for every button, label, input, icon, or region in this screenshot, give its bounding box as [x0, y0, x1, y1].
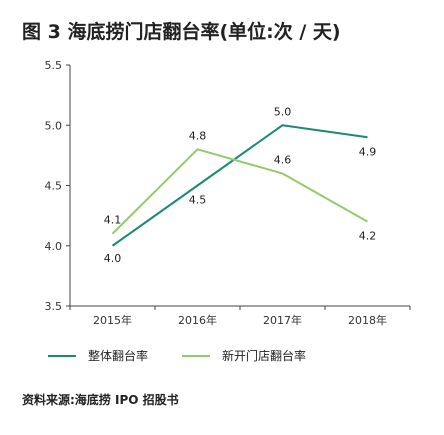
data-label-new-stores: 4.2 [359, 230, 377, 243]
y-tick-label: 3.5 [45, 300, 63, 313]
x-tick-label: 2015年 [93, 313, 132, 327]
data-label-overall: 4.9 [359, 145, 377, 158]
data-label-overall: 5.0 [274, 105, 292, 118]
legend-item-new-stores: 新开门店翻台率 [182, 347, 306, 364]
chart-title: 图 3 海底捞门店翻台率(单位:次 / 天) [22, 21, 341, 43]
legend-label-new-stores: 新开门店翻台率 [222, 349, 307, 363]
line-chart: 5.5 5.0 4.5 4.0 3.5 2015年 2016年 2017年 2018年 4.0 4.… [45, 59, 411, 327]
legend-swatch-new-stores [182, 354, 211, 357]
x-tick-label: 2018年 [348, 313, 387, 327]
y-tick-label: 4.0 [45, 240, 63, 253]
chart-legend: 整体翻台率 新开门店翻台率 [48, 347, 340, 364]
legend-item-overall: 整体翻台率 [48, 347, 148, 364]
y-tick-label: 4.5 [45, 180, 63, 193]
data-label-new-stores: 4.6 [274, 153, 292, 166]
legend-swatch-overall [48, 354, 76, 357]
data-label-new-stores: 4.8 [189, 129, 207, 142]
series-line-new-stores [111, 148, 368, 235]
data-label-overall: 4.5 [189, 194, 207, 207]
y-tick-label: 5.0 [45, 119, 63, 132]
legend-label-overall: 整体翻台率 [88, 349, 149, 363]
y-tick-label: 5.5 [45, 59, 63, 72]
series-line-overall [111, 124, 368, 247]
data-label-new-stores: 4.1 [104, 214, 122, 227]
data-label-overall: 4.0 [104, 252, 122, 265]
x-tick-label: 2017年 [263, 313, 302, 327]
source-note: 资料来源:海底捞 IPO 招股书 [22, 393, 179, 407]
x-tick-label: 2016年 [178, 313, 217, 327]
